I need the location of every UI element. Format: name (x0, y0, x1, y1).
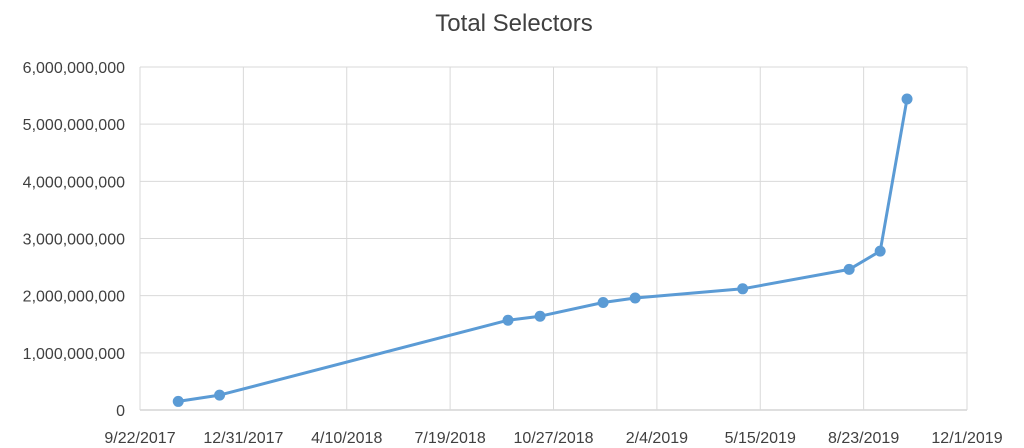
y-tick-label: 1,000,000,000 (23, 346, 125, 363)
x-tick-label: 7/19/2018 (415, 430, 486, 447)
data-point (901, 93, 913, 105)
x-tick-label: 2/4/2019 (626, 430, 688, 447)
data-point (597, 297, 609, 309)
y-tick-label: 3,000,000,000 (23, 232, 125, 249)
data-point (214, 389, 226, 401)
data-point (874, 245, 886, 257)
x-tick-label: 12/31/2017 (203, 430, 283, 447)
gridlines (139, 66, 968, 411)
x-axis: 9/22/2017 12/31/2017 4/10/2018 7/19/2018 10/… (104, 430, 1002, 447)
data-point (172, 395, 184, 407)
x-tick-label: 8/23/2019 (828, 430, 899, 447)
y-tick-label: 0 (116, 403, 125, 420)
series-total-selectors (172, 93, 913, 407)
data-point (502, 314, 514, 326)
x-tick-label: 9/22/2017 (104, 430, 175, 447)
x-tick-label: 4/10/2018 (311, 430, 382, 447)
chart-title: Total Selectors (435, 10, 592, 37)
data-point (534, 310, 546, 322)
series-line (176, 97, 909, 403)
y-tick-label: 5,000,000,000 (23, 117, 125, 134)
y-tick-label: 4,000,000,000 (23, 174, 125, 191)
data-point (629, 292, 641, 304)
x-tick-label: 10/27/2018 (513, 430, 593, 447)
y-tick-label: 2,000,000,000 (23, 289, 125, 306)
y-tick-label: 6,000,000,000 (23, 60, 125, 77)
x-tick-label: 5/15/2019 (725, 430, 796, 447)
y-axis: 0 1,000,000,000 2,000,000,000 3,000,000,000… (23, 60, 125, 420)
data-point (843, 263, 855, 275)
x-tick-label: 12/1/2019 (931, 430, 1002, 447)
data-point (737, 283, 749, 295)
